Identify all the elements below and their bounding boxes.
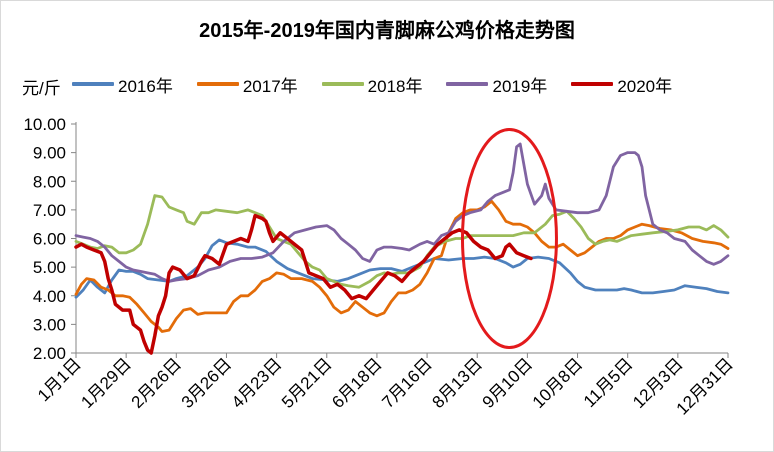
x-tick-label: 6月18日 — [328, 354, 386, 412]
x-tick-label: 10月8日 — [529, 354, 587, 412]
x-tick-label: 5月21日 — [278, 354, 336, 412]
y-tick-label: 2.00 — [33, 344, 66, 363]
x-tick-label: 7月16日 — [378, 354, 436, 412]
legend-label-2016: 2016年 — [118, 76, 173, 96]
y-tick-label: 10.00 — [23, 115, 66, 134]
x-tick-label: 9月10日 — [479, 354, 537, 412]
series-lines — [74, 142, 730, 355]
legend-item-2016: 2016年 — [72, 72, 173, 97]
legend-item-2020: 2020年 — [571, 72, 672, 97]
legend-item-2018: 2018年 — [321, 72, 423, 97]
chart-title: 2015年-2019年国内青脚麻公鸡价格走势图 — [199, 20, 575, 42]
x-tick-label: 8月13日 — [429, 354, 487, 412]
series-line-2016 — [74, 238, 730, 299]
y-tick-label: 5.00 — [33, 258, 66, 277]
legend-label-2020: 2020年 — [617, 76, 673, 96]
x-tick-label: 3月26日 — [178, 354, 236, 412]
y-tick-label: 8.00 — [33, 172, 66, 191]
legend-swatch-2018 — [321, 82, 364, 86]
chart-legend: 2016年 2017年 2018年 2019年 2020年 — [72, 72, 696, 96]
legend-swatch-2019 — [446, 82, 489, 86]
y-tick-label: 6.00 — [33, 230, 66, 249]
series-line-2019 — [74, 142, 730, 283]
axes: 2.003.004.005.006.007.008.009.0010.001月1… — [23, 115, 736, 419]
legend-label-2017: 2017年 — [242, 76, 298, 96]
legend-swatch-2016 — [72, 82, 114, 86]
y-axis-unit-label: 元/斤 — [22, 79, 61, 98]
highlight-ellipse — [460, 128, 558, 349]
legend-label-2019: 2019年 — [492, 76, 548, 96]
legend-item-2017: 2017年 — [196, 72, 298, 97]
x-tick-label: 4月23日 — [228, 354, 286, 412]
y-tick-label: 4.00 — [33, 287, 66, 306]
series-line-2017 — [74, 199, 730, 333]
legend-item-2019: 2019年 — [446, 72, 547, 97]
y-tick-label: 3.00 — [33, 315, 66, 334]
x-tick-label: 2月26日 — [128, 354, 186, 412]
legend-swatch-2020 — [571, 82, 614, 86]
series-line-2018 — [74, 194, 730, 289]
series-line-2020 — [74, 213, 533, 355]
legend-swatch-2017 — [196, 82, 239, 86]
x-tick-label: 1月29日 — [77, 354, 135, 412]
x-tick-label: 11月5日 — [580, 354, 637, 411]
y-tick-label: 9.00 — [33, 144, 66, 163]
legend-label-2018: 2018年 — [367, 76, 423, 96]
y-tick-label: 7.00 — [33, 201, 66, 220]
highlight-annotation — [460, 128, 558, 349]
